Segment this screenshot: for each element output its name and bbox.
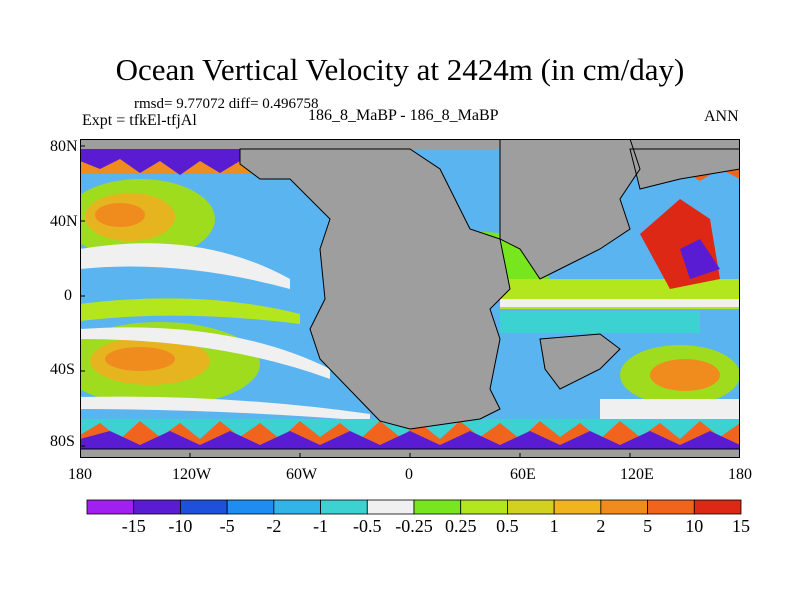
case-label: 186_8_MaBP - 186_8_MaBP (308, 107, 499, 124)
lon-tick-label: 120E (620, 466, 654, 483)
equatorial-band (80, 298, 300, 324)
lat-tick-label: 0 (64, 287, 72, 304)
colorbar-label: 10 (685, 516, 704, 536)
north-pole-land (80, 139, 740, 149)
southern-band-purple (80, 431, 740, 449)
coastline-americas (239, 148, 511, 430)
lat-tick-label: 80N (50, 138, 78, 155)
colorbar-swatch (226, 499, 275, 515)
white-band-antarctic (80, 396, 370, 421)
colorbar-swatch (320, 499, 368, 515)
colorbar-swatch (133, 499, 181, 515)
continent-north (400, 209, 440, 249)
experiment-label: Expt = tfkEl-tfjAl (82, 112, 197, 129)
lat-tick-label: 40S (50, 361, 75, 378)
east-gyre-core (650, 359, 720, 391)
velocity-map (80, 139, 740, 458)
south-gyre-core (105, 347, 175, 371)
colorbar-svg (86, 499, 742, 515)
coastline-eurasia-west (499, 139, 641, 280)
colorbar-swatch (273, 499, 321, 515)
colorbar-swatch (180, 499, 228, 515)
colorbar-label: -1 (313, 516, 329, 536)
west-pacific-deep (680, 239, 720, 279)
north-gyre-core (95, 203, 145, 227)
lon-tick-label: 180 (728, 466, 752, 483)
colorbar-swatch (507, 499, 555, 515)
colorbar-swatch (413, 499, 462, 515)
coastline-eurasia-east (629, 148, 740, 190)
lat-tick-label: 40N (50, 213, 78, 230)
stats-label: rmsd= 9.77072 diff= 0.496758 (134, 96, 319, 112)
colorbar-swatch (460, 499, 508, 515)
season-label: ANN (704, 108, 739, 125)
coastlines (80, 139, 740, 450)
lon-tick-label: 60W (286, 466, 318, 483)
lon-tick-label: 120W (172, 466, 212, 483)
colorbar-label: -5 (219, 516, 235, 536)
continent-eurasia-west (500, 139, 640, 279)
map-title: Ocean Vertical Velocity at 2424m (in cm/… (115, 52, 685, 87)
lat-tick-label: 80S (50, 433, 75, 450)
land (80, 139, 740, 458)
colorbar-label: -15 (121, 516, 146, 536)
colorbar-label: -0.5 (353, 516, 382, 536)
lon-tick-label: 60E (510, 466, 536, 483)
colorbar-label: 5 (643, 516, 653, 536)
continent-south-east (540, 334, 620, 389)
colorbar-label: 0.25 (444, 516, 477, 536)
colorbar-swatch (553, 499, 602, 515)
colorbar-label: 0.5 (496, 516, 519, 536)
white-band-south (80, 327, 330, 379)
colorbar-label: -2 (266, 516, 282, 536)
white-band-north (80, 243, 290, 289)
east-white-band (600, 399, 740, 419)
colorbar-label: -10 (168, 516, 193, 536)
colorbar-swatch (693, 499, 742, 515)
colorbar-swatch (366, 499, 415, 515)
lon-tick-label: 180 (68, 466, 92, 483)
colorbar (84, 499, 744, 515)
colorbar-swatch (600, 499, 648, 515)
colorbar-swatch (86, 499, 135, 515)
colorbar-label: 15 (732, 516, 750, 536)
colorbar-label: 1 (549, 516, 559, 536)
indian-white-strip (500, 299, 740, 307)
indian-field (450, 199, 740, 419)
colorbar-label: -0.25 (395, 516, 433, 536)
colorbar-label: 2 (596, 516, 606, 536)
axis-ticks (80, 145, 631, 458)
colorbar-swatch (647, 499, 695, 515)
coastline-south-east (539, 333, 621, 390)
continent-eurasia-east (630, 149, 740, 189)
continent-americas (240, 149, 510, 429)
lon-tick-label: 0 (405, 466, 413, 483)
indian-cyan-band (500, 311, 700, 333)
arctic-edge (80, 139, 100, 149)
map-svg (80, 139, 740, 458)
